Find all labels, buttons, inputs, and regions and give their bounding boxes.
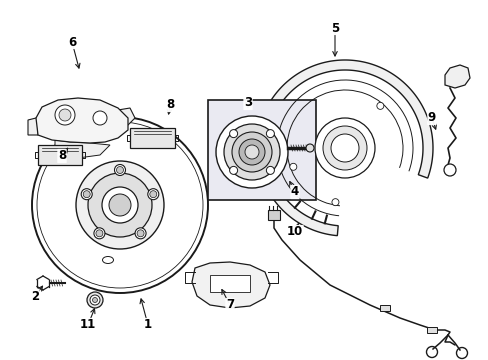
Circle shape: [289, 163, 296, 170]
Circle shape: [323, 126, 366, 170]
Polygon shape: [118, 108, 135, 125]
Circle shape: [216, 116, 287, 188]
Text: 10: 10: [286, 225, 303, 238]
Circle shape: [83, 191, 90, 198]
Polygon shape: [209, 275, 249, 292]
Text: 4: 4: [290, 185, 299, 198]
Circle shape: [147, 189, 159, 200]
Polygon shape: [267, 210, 280, 220]
Circle shape: [266, 130, 274, 138]
FancyBboxPatch shape: [426, 327, 436, 333]
Circle shape: [229, 130, 237, 138]
Circle shape: [102, 187, 138, 223]
Circle shape: [231, 132, 271, 172]
Circle shape: [330, 134, 358, 162]
Circle shape: [59, 109, 71, 121]
Text: 7: 7: [225, 298, 234, 311]
Circle shape: [266, 166, 274, 174]
Polygon shape: [36, 98, 128, 143]
Circle shape: [87, 292, 103, 308]
Circle shape: [92, 297, 97, 302]
Text: 3: 3: [244, 96, 251, 109]
Polygon shape: [28, 118, 38, 135]
Circle shape: [93, 111, 107, 125]
Polygon shape: [55, 140, 110, 158]
Polygon shape: [192, 262, 269, 308]
Text: 11: 11: [80, 319, 96, 332]
Circle shape: [376, 102, 383, 109]
Text: 5: 5: [330, 22, 339, 35]
Circle shape: [88, 173, 152, 237]
Circle shape: [109, 194, 131, 216]
Circle shape: [314, 118, 374, 178]
Circle shape: [94, 228, 105, 239]
FancyBboxPatch shape: [379, 305, 389, 311]
Text: 8: 8: [58, 149, 66, 162]
Circle shape: [443, 164, 455, 176]
Circle shape: [331, 199, 338, 206]
Circle shape: [149, 191, 157, 198]
Circle shape: [114, 165, 125, 175]
Circle shape: [244, 145, 259, 159]
Circle shape: [305, 144, 313, 152]
Circle shape: [55, 105, 75, 125]
Polygon shape: [257, 60, 432, 236]
Text: 2: 2: [31, 289, 39, 302]
Circle shape: [137, 230, 144, 237]
Text: 8: 8: [165, 99, 174, 112]
Circle shape: [76, 161, 163, 249]
Polygon shape: [130, 128, 175, 148]
Circle shape: [239, 139, 264, 165]
Circle shape: [96, 230, 102, 237]
Circle shape: [224, 124, 280, 180]
Circle shape: [90, 295, 100, 305]
Text: 6: 6: [68, 36, 76, 49]
Ellipse shape: [102, 256, 113, 264]
Text: 1: 1: [143, 319, 152, 332]
FancyBboxPatch shape: [207, 100, 315, 200]
Circle shape: [135, 228, 146, 239]
Text: 9: 9: [427, 112, 435, 125]
Circle shape: [116, 166, 123, 174]
Polygon shape: [38, 145, 82, 165]
Circle shape: [229, 166, 237, 174]
Circle shape: [81, 189, 92, 200]
Polygon shape: [444, 65, 469, 88]
